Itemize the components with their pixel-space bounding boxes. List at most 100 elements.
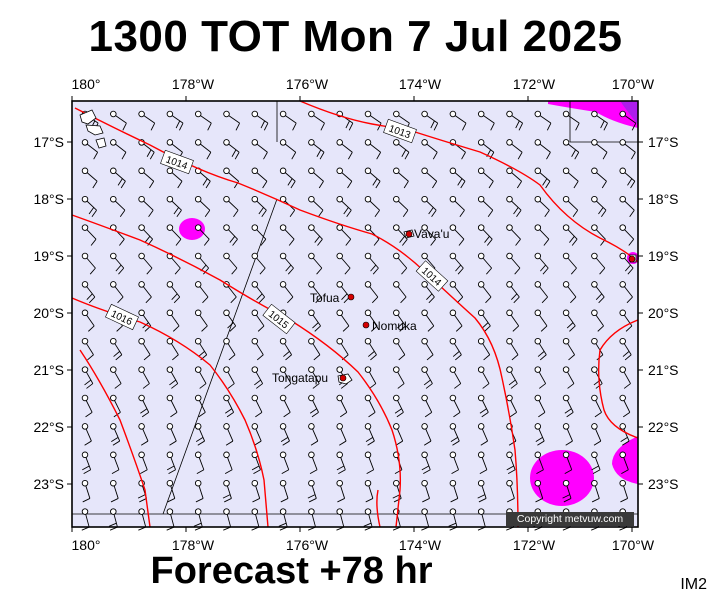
map-frame bbox=[71, 100, 639, 528]
wind-barb bbox=[591, 451, 601, 475]
wind-barb bbox=[364, 167, 381, 189]
wind-barb bbox=[534, 423, 545, 446]
wind-barb bbox=[81, 167, 98, 189]
wind-barb bbox=[562, 139, 580, 160]
wind-barb bbox=[393, 110, 410, 131]
wind-barb bbox=[166, 309, 180, 332]
wind-barb bbox=[562, 451, 573, 475]
high-wind-patch bbox=[179, 218, 205, 240]
wind-barb bbox=[393, 139, 410, 160]
wind-barb bbox=[138, 394, 150, 418]
wind-barb bbox=[421, 195, 437, 218]
wind-barb bbox=[449, 394, 461, 418]
wind-barb bbox=[110, 281, 124, 304]
wind-barb bbox=[477, 337, 491, 361]
wind-barb bbox=[308, 366, 320, 389]
wind-barb bbox=[308, 394, 319, 418]
wind-barb bbox=[138, 195, 154, 218]
wind-barb bbox=[421, 337, 434, 361]
wind-barb bbox=[166, 366, 179, 389]
wind-barb bbox=[364, 337, 377, 361]
wind-barb bbox=[364, 451, 375, 475]
wind-barb bbox=[393, 423, 404, 446]
wind-barb bbox=[110, 252, 125, 275]
wind-barb bbox=[166, 110, 184, 131]
wind-barb bbox=[449, 110, 467, 131]
lon-label: 172°W bbox=[513, 537, 556, 553]
wind-barb bbox=[477, 451, 488, 475]
wind-barb bbox=[619, 479, 629, 503]
island bbox=[95, 137, 107, 149]
wind-barb bbox=[562, 394, 574, 418]
wind-barb bbox=[308, 508, 316, 531]
wind-barb bbox=[421, 423, 432, 446]
wind-barb bbox=[81, 423, 92, 446]
wind-barb bbox=[110, 394, 121, 418]
island bbox=[79, 109, 97, 125]
wind-barb bbox=[308, 167, 324, 189]
wind-barb bbox=[393, 337, 406, 361]
wind-barb bbox=[308, 195, 324, 218]
wind-barb bbox=[364, 423, 375, 446]
wind-barb bbox=[421, 394, 433, 418]
wind-barb bbox=[166, 167, 183, 189]
wind-barb bbox=[279, 479, 289, 503]
isobar-1013 bbox=[299, 100, 639, 263]
wind-barb bbox=[506, 252, 521, 275]
wind-barb bbox=[308, 224, 323, 246]
wind-barb bbox=[194, 110, 212, 131]
wind-barb bbox=[194, 423, 206, 446]
wind-barb bbox=[421, 479, 430, 503]
wind-barb bbox=[308, 451, 318, 475]
wind-barb bbox=[393, 281, 407, 304]
wind-barb bbox=[308, 252, 323, 275]
copyright-notice: Copyright metvuw.com bbox=[506, 512, 634, 526]
wind-barb bbox=[619, 224, 635, 246]
wind-barb bbox=[421, 167, 438, 189]
wind-barb bbox=[562, 309, 576, 332]
wind-barb bbox=[251, 110, 269, 131]
wind-barb bbox=[166, 479, 176, 503]
wind-barb bbox=[449, 366, 462, 389]
wind-barb bbox=[110, 195, 126, 218]
wind-barb bbox=[307, 479, 317, 503]
wind-barb bbox=[477, 508, 486, 531]
wind-barb bbox=[251, 366, 264, 389]
wind-barb bbox=[251, 337, 264, 361]
wind-barb bbox=[619, 110, 637, 131]
wind-barb bbox=[449, 309, 463, 332]
forecast-label: Forecast +78 hr bbox=[0, 550, 711, 593]
wind-barb bbox=[477, 309, 491, 332]
wind-barb bbox=[506, 139, 523, 160]
high-wind-patch bbox=[620, 101, 638, 125]
wind-barb bbox=[421, 309, 435, 332]
wind-barb bbox=[506, 451, 516, 475]
wind-barb bbox=[336, 337, 349, 361]
wind-barb bbox=[364, 195, 380, 218]
wind-barb bbox=[477, 366, 490, 389]
wind-barb bbox=[393, 394, 404, 418]
chart-title: 1300 TOT Mon 7 Jul 2025 bbox=[88, 12, 623, 61]
wind-barb bbox=[477, 479, 487, 503]
wind-barb bbox=[251, 139, 268, 160]
lon-label: 180° bbox=[72, 76, 101, 92]
wind-barb bbox=[506, 479, 515, 503]
wind-barb bbox=[193, 508, 203, 531]
wind-barb bbox=[562, 366, 575, 389]
wind-barb bbox=[223, 309, 237, 332]
wind-barb bbox=[534, 281, 548, 304]
wind-barb bbox=[562, 479, 572, 503]
wind-barb bbox=[619, 366, 631, 389]
lat-label: 17°S bbox=[648, 134, 679, 150]
wind-barb bbox=[251, 281, 265, 304]
wind-barb bbox=[81, 337, 94, 361]
wind-barb bbox=[364, 139, 382, 160]
wind-barb bbox=[279, 195, 296, 218]
wind-barb bbox=[279, 423, 290, 446]
wind-barb bbox=[194, 366, 207, 389]
wind-barb bbox=[138, 252, 153, 275]
wind-barb bbox=[449, 252, 464, 275]
wind-barb bbox=[194, 281, 209, 304]
place-dot-east bbox=[628, 255, 636, 263]
lat-label: 23°S bbox=[33, 476, 64, 492]
